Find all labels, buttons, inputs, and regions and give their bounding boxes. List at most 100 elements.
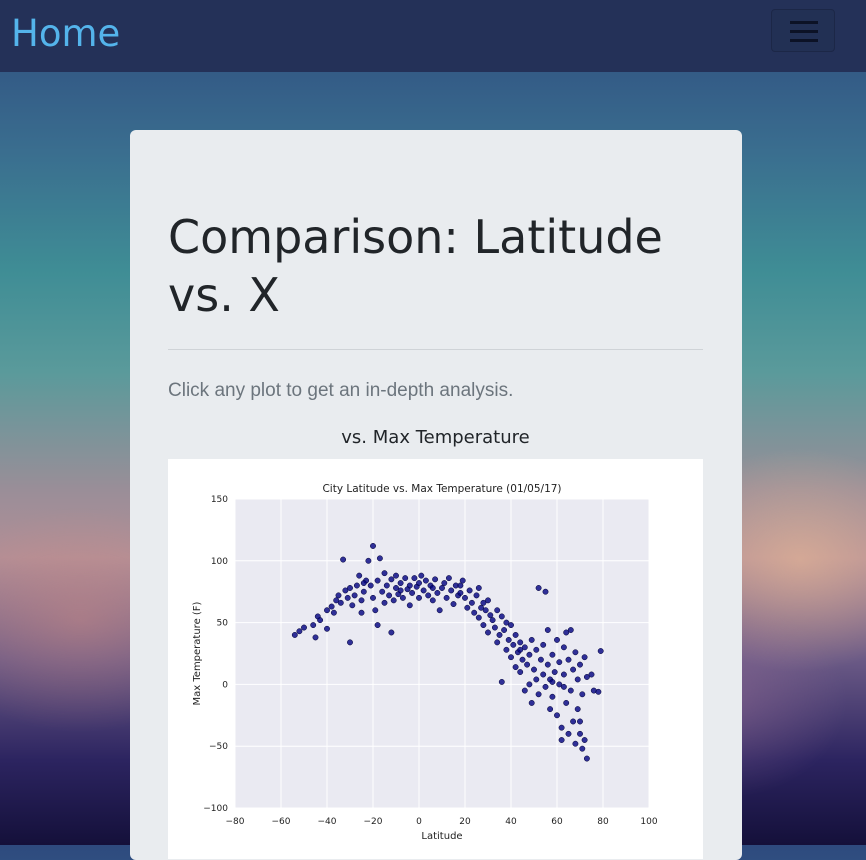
data-point [574,706,581,713]
data-point [367,582,374,589]
data-point [549,651,556,658]
data-point [457,589,464,596]
data-point [535,585,542,591]
data-point [501,627,508,633]
data-point [567,627,574,633]
data-point [466,587,473,594]
data-point [544,661,551,668]
data-point [485,597,491,604]
data-point [489,617,496,624]
hamburger-menu-button[interactable] [771,9,835,52]
data-point [554,636,560,643]
data-point [337,599,344,606]
y-tick-label: 100 [211,557,228,567]
data-point [351,592,358,599]
data-point [480,599,487,606]
data-point [565,656,572,663]
data-point [397,580,404,586]
data-point [418,572,425,579]
data-point [333,597,340,604]
data-point [595,688,602,695]
x-tick-label: 0 [416,817,422,827]
data-point [577,730,583,737]
x-tick-label: 100 [640,817,657,827]
data-point [574,676,581,683]
data-point [432,576,439,583]
data-point [425,592,432,599]
data-point [494,639,501,646]
data-point [393,572,399,579]
data-point [588,671,595,678]
data-point [560,683,567,690]
data-point [448,587,455,594]
y-axis-label: Max Temperature (F) [192,601,203,705]
data-point [429,597,436,604]
data-point [581,654,588,661]
data-point [526,681,533,688]
data-point [429,585,436,591]
data-point [317,617,324,624]
x-tick-label: 60 [551,817,563,827]
data-point [503,619,510,626]
data-point [381,599,388,606]
y-tick-label: −50 [209,742,228,752]
data-point [397,587,404,594]
data-point [581,737,588,743]
data-point [508,654,514,661]
data-point [416,594,422,601]
data-point [558,724,565,731]
data-point [360,588,367,595]
data-point [560,644,567,651]
data-point [370,594,376,601]
data-point [549,678,556,685]
data-point [324,625,330,632]
brand-link[interactable]: Home [11,12,121,55]
data-point [517,669,524,675]
data-point [347,639,353,646]
data-point [358,609,365,616]
data-point [296,628,303,635]
data-point [554,712,560,719]
data-point [494,607,501,614]
data-point [496,632,503,638]
data-point [524,661,531,668]
data-point [379,588,386,595]
x-tick-label: 80 [597,817,609,827]
data-point [572,649,579,656]
data-point [512,632,519,638]
data-point [439,585,445,591]
data-point [540,641,547,648]
data-point [528,699,535,706]
scatter-chart[interactable]: −80 −60 −40 −20 0 20 40 60 80 100 −100 −50 0 50 100 150… [168,459,703,859]
data-point [556,659,563,666]
data-point [517,646,524,653]
data-point [583,755,590,762]
data-point [324,607,330,614]
data-point [526,651,533,658]
data-point [468,599,475,606]
data-point [393,585,399,591]
data-point [551,669,558,675]
data-point [416,580,422,586]
navbar: Home [0,0,866,72]
data-point [450,601,457,608]
x-tick-label: 40 [505,817,517,827]
chart-title: City Latitude vs. Max Temperature (01/05… [322,483,561,495]
data-point [542,683,549,690]
data-point [540,671,547,678]
data-point [464,604,471,611]
data-point [388,576,395,583]
data-point [482,607,489,614]
data-point [577,718,583,725]
data-point [471,609,478,616]
data-point [420,587,427,594]
data-point [503,646,510,653]
data-point [570,666,577,673]
content-card: Comparison: Latitude vs. X Click any plo… [130,130,742,860]
y-tick-label: 50 [217,619,229,629]
data-point [388,629,395,636]
plot-link[interactable]: −80 −60 −40 −20 0 20 40 60 80 100 −100 −50 0 50 100 150… [168,459,703,859]
data-point [356,572,363,579]
data-point [556,681,563,688]
data-point [558,737,565,743]
